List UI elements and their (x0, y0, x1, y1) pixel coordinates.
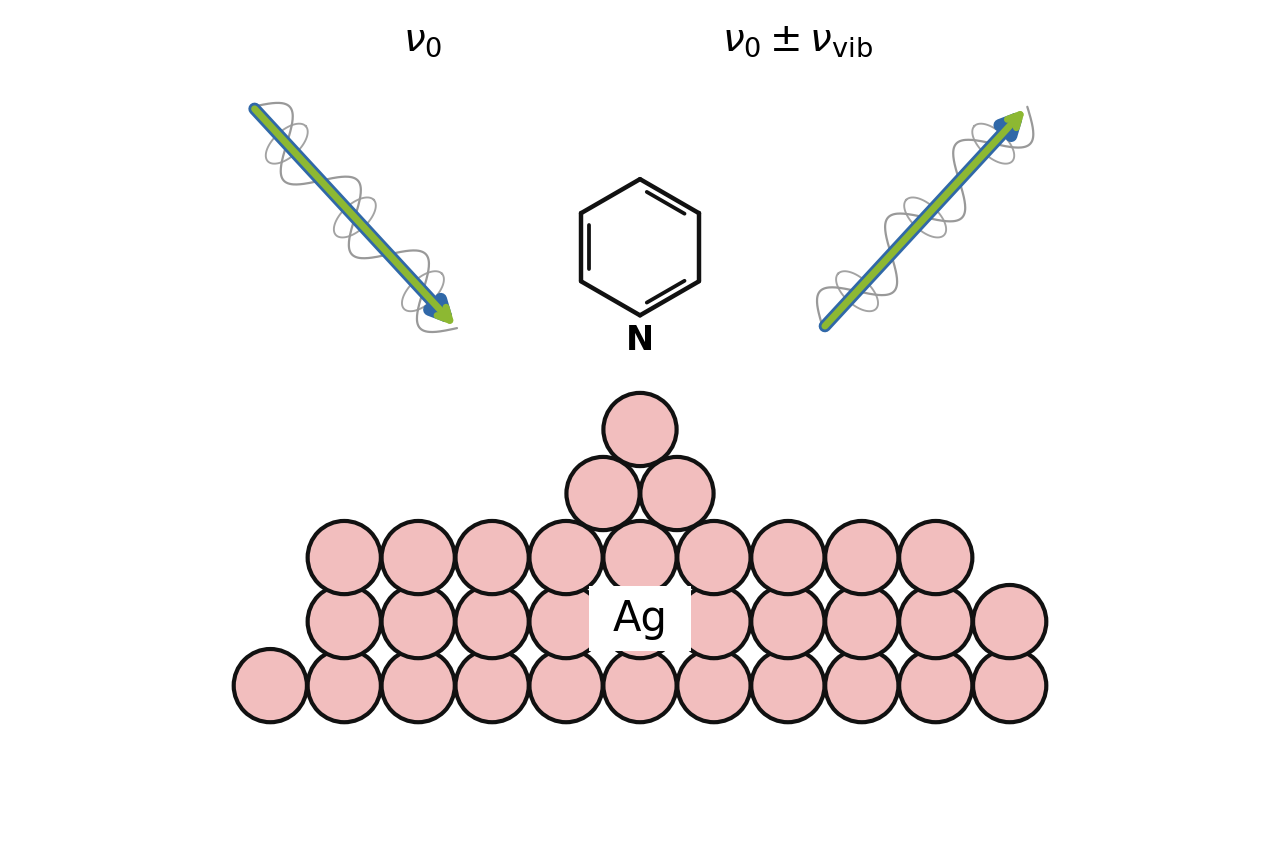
Circle shape (899, 649, 973, 722)
Circle shape (381, 521, 454, 595)
Circle shape (381, 585, 454, 659)
Circle shape (826, 585, 899, 659)
Circle shape (973, 585, 1046, 659)
Circle shape (307, 585, 381, 659)
Circle shape (603, 585, 677, 659)
Circle shape (381, 649, 454, 722)
Circle shape (677, 585, 750, 659)
Circle shape (826, 649, 899, 722)
Circle shape (603, 649, 677, 722)
Circle shape (603, 393, 677, 467)
Circle shape (899, 585, 973, 659)
Circle shape (640, 457, 713, 531)
Text: $\mathit{\nu}_0$: $\mathit{\nu}_0$ (403, 20, 443, 59)
Text: N: N (626, 323, 654, 357)
Circle shape (456, 649, 529, 722)
Circle shape (603, 521, 677, 595)
Circle shape (677, 521, 750, 595)
Circle shape (307, 649, 381, 722)
Circle shape (530, 585, 603, 659)
FancyBboxPatch shape (589, 586, 691, 651)
Circle shape (751, 649, 824, 722)
Text: Ag: Ag (613, 598, 667, 640)
Circle shape (567, 457, 640, 531)
Circle shape (751, 585, 824, 659)
Circle shape (307, 521, 381, 595)
Circle shape (456, 521, 529, 595)
Circle shape (677, 649, 750, 722)
Circle shape (899, 521, 973, 595)
Circle shape (530, 649, 603, 722)
Circle shape (751, 521, 824, 595)
Circle shape (234, 649, 307, 722)
Circle shape (973, 649, 1046, 722)
Circle shape (826, 521, 899, 595)
Circle shape (530, 521, 603, 595)
Text: $\mathit{\nu}_0 \pm \mathit{\nu}_{\rm vib}$: $\mathit{\nu}_0 \pm \mathit{\nu}_{\rm vi… (722, 20, 873, 59)
Circle shape (456, 585, 529, 659)
